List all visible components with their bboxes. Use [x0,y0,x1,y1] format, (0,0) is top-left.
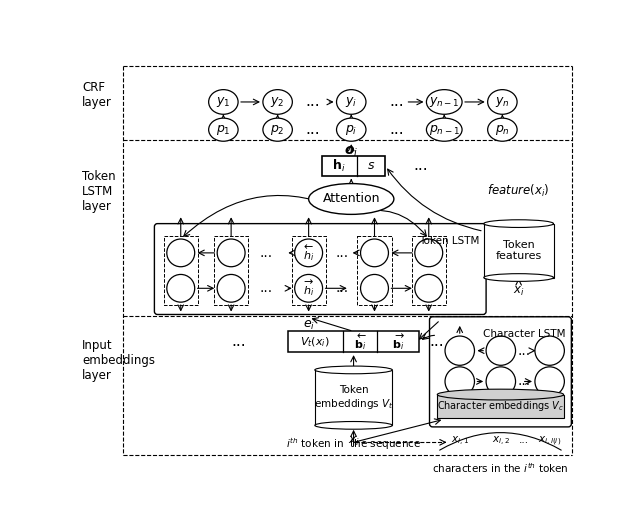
Text: CRF
layer: CRF layer [83,81,112,109]
Circle shape [167,239,195,267]
Text: $y_{n-1}$: $y_{n-1}$ [429,95,460,109]
Text: $x_{i,l(i)}$: $x_{i,l(i)}$ [538,434,561,448]
Text: $\overleftarrow{\mathbf{b}_i}$: $\overleftarrow{\mathbf{b}_i}$ [354,332,367,352]
Text: $\overrightarrow{\mathbf{b}_i}$: $\overrightarrow{\mathbf{b}_i}$ [392,332,404,352]
Text: $p_{n-1}$: $p_{n-1}$ [429,123,460,137]
Bar [484,223,554,278]
Text: $x_i$: $x_i$ [513,285,524,298]
Circle shape [360,239,388,267]
Text: $y_1$: $y_1$ [216,95,230,109]
Text: ...: ... [232,334,246,349]
Ellipse shape [263,90,292,114]
Text: $p_1$: $p_1$ [216,123,231,137]
Circle shape [294,239,323,267]
Bar [288,331,419,352]
Text: $\mathit{feature}(x_i)$: $\mathit{feature}(x_i)$ [488,183,550,199]
Text: ...: ... [259,246,273,260]
Circle shape [486,336,516,365]
Circle shape [217,239,245,267]
Ellipse shape [263,118,292,141]
Ellipse shape [488,118,517,141]
Text: Token
embeddings $V_t$: Token embeddings $V_t$ [314,384,394,411]
Text: ...: ... [518,344,531,358]
Text: $V_t(x_i)$: $V_t(x_i)$ [300,335,330,349]
Bar [292,236,326,305]
Bar [412,236,446,305]
Text: $e_i$: $e_i$ [303,319,315,332]
Text: $x_i$: $x_i$ [348,434,360,448]
Text: ...: ... [305,122,320,137]
Circle shape [445,336,474,365]
Text: Token
LSTM
layer: Token LSTM layer [83,170,116,213]
Text: Token
features: Token features [495,240,542,262]
Text: ...: ... [413,158,428,173]
Text: ...: ... [389,122,403,137]
Text: Token LSTM: Token LSTM [420,236,480,246]
Text: Character embeddings $V_c$: Character embeddings $V_c$ [437,399,564,413]
Circle shape [535,367,564,396]
Text: ...: ... [519,434,529,445]
Bar [437,395,564,417]
Circle shape [445,367,474,396]
Ellipse shape [426,90,462,114]
Text: $y_2$: $y_2$ [271,95,285,109]
Bar [214,236,248,305]
Text: ...: ... [389,94,403,109]
Text: $\overrightarrow{h_i}$: $\overrightarrow{h_i}$ [303,278,314,298]
Text: $p_n$: $p_n$ [495,123,510,137]
Ellipse shape [209,90,238,114]
Text: Character LSTM: Character LSTM [483,329,565,339]
Text: $\overleftarrow{h_i}$: $\overleftarrow{h_i}$ [303,243,314,263]
Text: $p_i$: $p_i$ [345,123,357,137]
Circle shape [535,336,564,365]
Text: ...: ... [335,281,349,295]
Ellipse shape [437,389,564,400]
Ellipse shape [484,273,554,281]
Text: $y_i$: $y_i$ [345,95,357,109]
Text: $\mathbf{h}_i$: $\mathbf{h}_i$ [332,158,346,174]
Text: ...: ... [259,281,273,295]
Bar [358,236,392,305]
Circle shape [415,239,443,267]
Text: $y_n$: $y_n$ [495,95,509,109]
Text: characters in the $i^{th}$ token: characters in the $i^{th}$ token [432,461,568,475]
Text: $\boldsymbol{o}_i$: $\boldsymbol{o}_i$ [344,145,358,159]
Ellipse shape [488,90,517,114]
Text: $p_2$: $p_2$ [270,123,285,137]
Circle shape [294,275,323,302]
Text: Attention: Attention [323,192,380,205]
Circle shape [167,275,195,302]
Ellipse shape [337,118,366,141]
Ellipse shape [308,184,394,214]
Circle shape [217,275,245,302]
Text: ...: ... [305,94,320,109]
Bar [322,156,385,176]
Text: $s$: $s$ [367,159,376,172]
Circle shape [415,275,443,302]
Text: $i^{th}$ token in  the sequence: $i^{th}$ token in the sequence [286,436,421,452]
Text: ...: ... [429,334,444,349]
Text: ...: ... [335,246,349,260]
Text: Input
embeddings
layer: Input embeddings layer [83,339,156,382]
Ellipse shape [315,366,392,374]
Text: ...: ... [518,375,531,389]
Bar [164,236,198,305]
Ellipse shape [484,220,554,228]
Text: $x_{i,2}$: $x_{i,2}$ [492,434,510,448]
Circle shape [486,367,516,396]
Bar [315,370,392,425]
Ellipse shape [426,118,462,141]
Text: $x_{i,1}$: $x_{i,1}$ [451,434,469,448]
Circle shape [360,275,388,302]
Ellipse shape [337,90,366,114]
Ellipse shape [315,422,392,429]
Ellipse shape [209,118,238,141]
